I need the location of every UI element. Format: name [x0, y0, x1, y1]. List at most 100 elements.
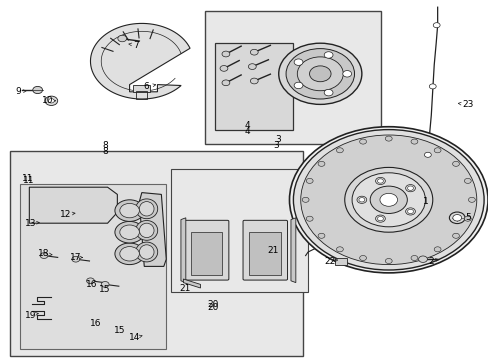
- Polygon shape: [183, 279, 200, 288]
- Bar: [205, 11, 381, 144]
- Bar: [249, 232, 281, 275]
- Circle shape: [405, 185, 414, 192]
- Circle shape: [375, 215, 385, 222]
- Circle shape: [115, 200, 144, 221]
- Text: 14: 14: [128, 333, 140, 342]
- Text: 3: 3: [273, 141, 279, 150]
- Text: 23: 23: [462, 100, 473, 109]
- Circle shape: [285, 49, 354, 99]
- Circle shape: [115, 221, 144, 243]
- Circle shape: [385, 258, 391, 264]
- Circle shape: [379, 193, 397, 206]
- Circle shape: [294, 82, 303, 89]
- Text: 21: 21: [179, 284, 190, 293]
- Text: 17: 17: [70, 253, 81, 262]
- Circle shape: [432, 23, 439, 28]
- Bar: [215, 43, 293, 130]
- Circle shape: [356, 196, 366, 203]
- Circle shape: [120, 225, 139, 239]
- Circle shape: [294, 59, 303, 66]
- Circle shape: [45, 96, 58, 105]
- Text: 19: 19: [24, 310, 36, 320]
- Text: 13: 13: [24, 219, 36, 228]
- Circle shape: [222, 80, 229, 86]
- Circle shape: [250, 49, 258, 55]
- Circle shape: [220, 66, 227, 71]
- Text: 21: 21: [266, 246, 278, 255]
- Text: 15: 15: [114, 326, 125, 335]
- Circle shape: [464, 216, 470, 221]
- Circle shape: [33, 86, 42, 94]
- Text: 10: 10: [42, 96, 54, 105]
- Text: 1: 1: [422, 197, 427, 206]
- Circle shape: [317, 233, 324, 238]
- Text: 22: 22: [324, 256, 335, 265]
- Circle shape: [336, 247, 343, 252]
- Text: 3: 3: [274, 135, 280, 144]
- Circle shape: [302, 197, 308, 202]
- Circle shape: [351, 173, 425, 227]
- Bar: [10, 151, 303, 356]
- Text: 11: 11: [22, 174, 34, 183]
- Text: 18: 18: [38, 249, 50, 258]
- Circle shape: [359, 256, 366, 261]
- Text: 15: 15: [99, 285, 111, 294]
- Circle shape: [377, 216, 383, 221]
- Circle shape: [385, 136, 391, 141]
- Circle shape: [305, 216, 312, 221]
- Ellipse shape: [136, 220, 157, 240]
- Text: 4: 4: [244, 127, 249, 136]
- Circle shape: [433, 247, 440, 252]
- Text: 4: 4: [244, 121, 249, 130]
- Ellipse shape: [136, 199, 157, 219]
- Circle shape: [120, 247, 139, 261]
- Text: 16: 16: [86, 280, 98, 289]
- Circle shape: [468, 197, 474, 202]
- Polygon shape: [90, 23, 190, 99]
- Circle shape: [369, 186, 407, 213]
- Circle shape: [309, 66, 330, 82]
- Circle shape: [324, 89, 332, 96]
- Polygon shape: [181, 218, 185, 283]
- Circle shape: [375, 177, 385, 185]
- Ellipse shape: [139, 223, 154, 238]
- Circle shape: [115, 243, 144, 265]
- Text: 20: 20: [206, 300, 218, 309]
- Circle shape: [342, 71, 351, 77]
- Circle shape: [344, 167, 432, 232]
- Circle shape: [410, 139, 417, 144]
- Circle shape: [424, 152, 430, 157]
- Bar: [20, 184, 166, 349]
- Circle shape: [336, 148, 343, 153]
- Bar: [171, 169, 307, 292]
- Circle shape: [289, 127, 487, 273]
- Text: 9: 9: [16, 87, 21, 96]
- Circle shape: [452, 233, 459, 238]
- Circle shape: [120, 203, 139, 218]
- Circle shape: [452, 161, 459, 166]
- FancyBboxPatch shape: [243, 220, 287, 280]
- Circle shape: [297, 57, 343, 91]
- Circle shape: [101, 282, 109, 287]
- Text: 6: 6: [143, 82, 149, 91]
- Text: 8: 8: [102, 141, 108, 150]
- Bar: [190, 232, 222, 275]
- Circle shape: [405, 208, 414, 215]
- Ellipse shape: [136, 242, 157, 262]
- Circle shape: [358, 198, 364, 202]
- Circle shape: [428, 84, 435, 89]
- Text: 8: 8: [102, 147, 108, 156]
- Circle shape: [359, 139, 366, 144]
- Polygon shape: [139, 193, 166, 266]
- Text: 20: 20: [206, 303, 218, 312]
- Circle shape: [248, 64, 256, 69]
- Circle shape: [86, 278, 94, 284]
- Circle shape: [317, 161, 324, 166]
- Circle shape: [377, 179, 383, 183]
- Bar: [133, 85, 150, 92]
- Circle shape: [448, 212, 464, 224]
- Text: 16: 16: [90, 320, 102, 328]
- Circle shape: [452, 215, 461, 221]
- Circle shape: [418, 256, 427, 262]
- Text: 2: 2: [427, 256, 433, 265]
